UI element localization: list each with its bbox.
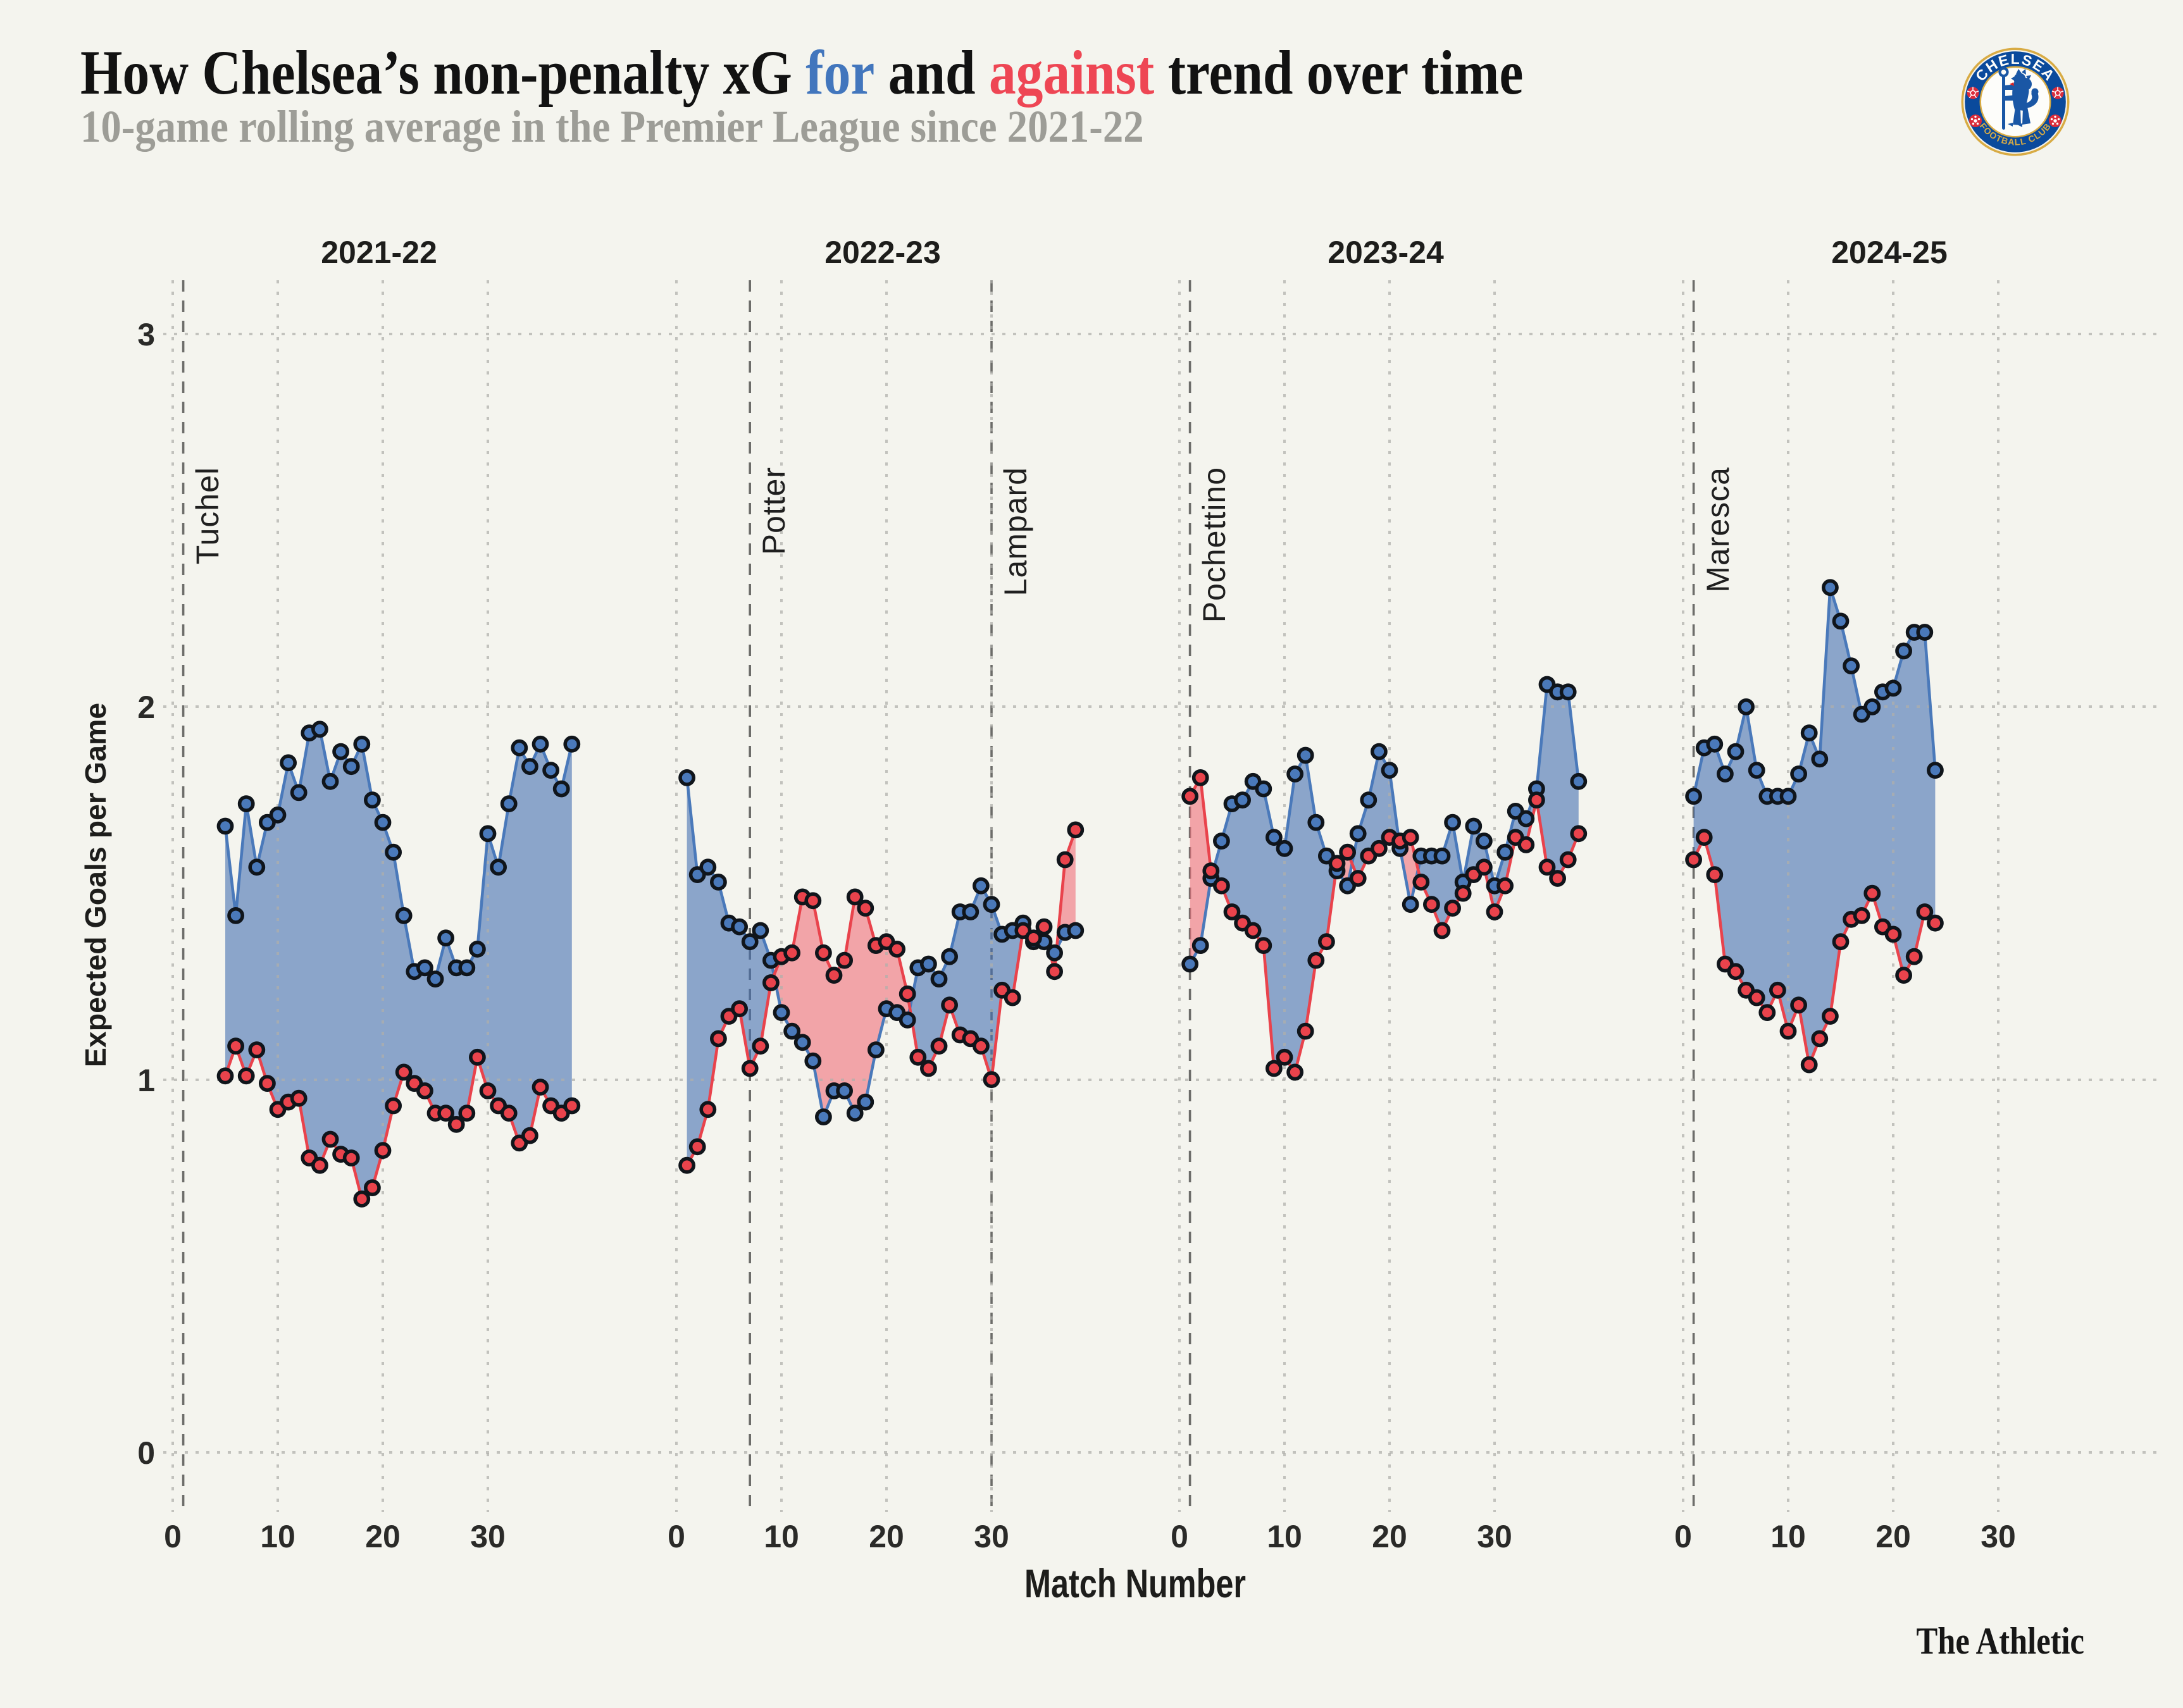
svg-text:1: 1 (137, 1063, 155, 1098)
svg-text:Potter: Potter (756, 467, 792, 555)
svg-text:20: 20 (1372, 1519, 1407, 1554)
svg-text:Pochettino: Pochettino (1197, 467, 1232, 622)
svg-text:30: 30 (974, 1519, 1009, 1554)
svg-text:10: 10 (1267, 1519, 1302, 1554)
svg-text:How Chelsea’s non-penalty xG f: How Chelsea’s non-penalty xG for and aga… (80, 38, 1523, 108)
svg-text:30: 30 (1477, 1519, 1512, 1554)
svg-text:10: 10 (1770, 1519, 1806, 1554)
svg-text:Lampard: Lampard (998, 467, 1033, 596)
svg-text:10: 10 (764, 1519, 799, 1554)
svg-text:Match Number: Match Number (1024, 1562, 1246, 1607)
svg-text:0: 0 (1171, 1519, 1188, 1554)
svg-text:20: 20 (1875, 1519, 1911, 1554)
svg-text:20: 20 (365, 1519, 401, 1554)
svg-text:0: 0 (137, 1435, 155, 1471)
svg-text:30: 30 (1981, 1519, 2016, 1554)
svg-text:2022-23: 2022-23 (824, 235, 941, 270)
svg-text:3: 3 (137, 317, 155, 352)
svg-text:0: 0 (668, 1519, 685, 1554)
svg-text:2: 2 (137, 690, 155, 725)
svg-text:2024-25: 2024-25 (1831, 235, 1948, 270)
svg-text:0: 0 (164, 1519, 182, 1554)
svg-text:2021-22: 2021-22 (321, 235, 437, 270)
svg-text:Maresca: Maresca (1700, 467, 1736, 593)
svg-text:Tuchel: Tuchel (190, 467, 225, 564)
svg-text:20: 20 (869, 1519, 904, 1554)
svg-text:Expected Goals per Game: Expected Goals per Game (79, 703, 112, 1067)
svg-text:The Athletic: The Athletic (1917, 1621, 2084, 1662)
svg-text:30: 30 (470, 1519, 506, 1554)
svg-text:0: 0 (1674, 1519, 1692, 1554)
svg-text:10: 10 (260, 1519, 295, 1554)
svg-text:10-game rolling average in the: 10-game rolling average in the Premier L… (80, 101, 1144, 152)
svg-text:2023-24: 2023-24 (1328, 235, 1444, 270)
